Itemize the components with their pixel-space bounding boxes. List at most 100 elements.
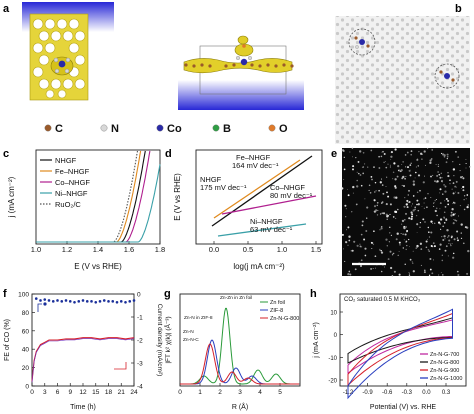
stem-bright-spot (453, 175, 455, 177)
stem-bright-spot (460, 232, 462, 234)
stem-bright-spot (421, 205, 423, 207)
stem-bright-spot (373, 199, 376, 202)
stem-bright-spot (345, 216, 347, 218)
panel-h-cv-loop (347, 308, 453, 400)
stem-bright-spot (389, 213, 391, 215)
panel-h-legend-label: Zn-N-G-1000 (430, 376, 462, 382)
panel-c-curve (36, 150, 151, 243)
stem-bright-spot (432, 222, 434, 224)
stem-bright-spot (435, 199, 437, 200)
stem-bright-spot (348, 235, 351, 238)
stem-bright-spot (438, 274, 440, 276)
stem-bright-spot (435, 207, 438, 210)
stem-bright-spot (428, 236, 431, 238)
element-legend-swatch (100, 124, 108, 132)
panel-f-fe-point (90, 300, 93, 303)
stem-bright-spot (369, 191, 372, 194)
panel-f-yleft-tick-label: 40 (22, 347, 30, 354)
stem-bright-spot (450, 243, 452, 245)
stem-bright-spot (437, 165, 440, 167)
stem-bright-spot (359, 245, 362, 248)
stem-bright-spot (383, 161, 385, 164)
stem-bright-spot (434, 200, 436, 202)
stem-bright-spot (380, 249, 382, 252)
panel-label-c: c (3, 148, 9, 160)
panel-f-fe-point (73, 300, 76, 304)
stem-bright-spot (379, 213, 382, 215)
panel-f-x-tick-label: 18 (105, 389, 113, 396)
stem-bright-spot (443, 155, 446, 158)
stem-bright-spot (419, 189, 421, 192)
stem-bright-spot (406, 244, 408, 247)
panel-f-fe-point (43, 298, 47, 301)
stem-bright-spot (390, 234, 392, 236)
stem-bright-spot (374, 255, 377, 258)
stem-bright-spot (410, 217, 413, 221)
stem-bright-spot (404, 212, 408, 215)
stem-bright-spot (414, 177, 416, 179)
stem-bright-spot (408, 275, 411, 277)
stem-bright-spot (341, 187, 344, 190)
stem-bright-spot (444, 200, 446, 202)
stem-bright-spot (385, 203, 388, 206)
stem-bright-spot (429, 268, 432, 271)
arrow-right-axis (114, 362, 127, 370)
panel-f-x-tick-label: 12 (79, 389, 87, 396)
stem-bright-spot (380, 155, 383, 158)
panel-d-tafel-line (213, 159, 301, 219)
stem-bright-spot (428, 231, 430, 233)
stem-bright-spot (444, 185, 447, 188)
stem-bright-spot (409, 164, 412, 166)
stem-bright-spot (454, 213, 456, 215)
stem-bright-spot (376, 204, 379, 207)
stem-bright-spot (392, 255, 394, 257)
stem-bright-spot (429, 159, 432, 162)
stem-bright-spot (444, 238, 446, 240)
stem-bright-spot (440, 228, 442, 230)
stem-bright-spot (364, 247, 367, 250)
stem-bright-spot (414, 208, 416, 211)
panel-h-legend-label: Zn-N-G-800 (430, 360, 459, 366)
stem-bright-spot (367, 166, 369, 168)
stem-bright-spot (418, 150, 420, 153)
stem-bright-spot (404, 233, 407, 236)
stem-bright-spot (427, 193, 429, 195)
element-legend: C N Co B O (44, 123, 288, 135)
stem-bright-spot (389, 266, 393, 270)
stem-bright-spot (424, 221, 426, 223)
stem-bright-spot (386, 191, 388, 194)
stem-bright-spot (404, 154, 407, 156)
stem-bright-spot (454, 219, 456, 221)
stem-bright-spot (412, 270, 415, 273)
stem-bright-spot (448, 235, 450, 237)
stem-bright-spot (376, 201, 379, 204)
stem-bright-spot (438, 173, 441, 176)
stem-bright-spot (390, 151, 393, 154)
stem-bright-spot (427, 248, 430, 251)
stem-bright-spot (374, 267, 377, 269)
stem-bright-spot (442, 239, 445, 241)
stem-bright-spot (446, 229, 449, 232)
stem-bright-spot (400, 168, 403, 172)
stem-bright-spot (411, 261, 413, 263)
stem-bright-spot (459, 205, 461, 207)
panel-h-legend-label: Zn-N-G-900 (430, 368, 459, 374)
stem-bright-spot (440, 172, 442, 174)
panel-label-d: d (165, 148, 172, 160)
stem-bright-spot (361, 166, 363, 168)
element-legend-label: Co (167, 123, 182, 135)
panel-d-annotation: Ni–NHGF (250, 217, 283, 226)
stem-bright-spot (362, 172, 365, 175)
panel-h-x-tick-label: -0.9 (362, 390, 373, 396)
stem-bright-spot (449, 179, 451, 182)
stem-bright-spot (386, 176, 388, 178)
stem-bright-spot (416, 223, 419, 226)
panel-f-yleft-tick-label: 100 (18, 292, 29, 299)
stem-bright-spot (363, 238, 366, 241)
stem-bright-spot (450, 214, 453, 217)
stem-bright-spot (415, 214, 418, 217)
stem-bright-spot (383, 153, 386, 155)
stem-bright-spot (424, 269, 426, 272)
stem-bright-spot (351, 147, 354, 149)
stem-bright-spot (376, 214, 379, 216)
